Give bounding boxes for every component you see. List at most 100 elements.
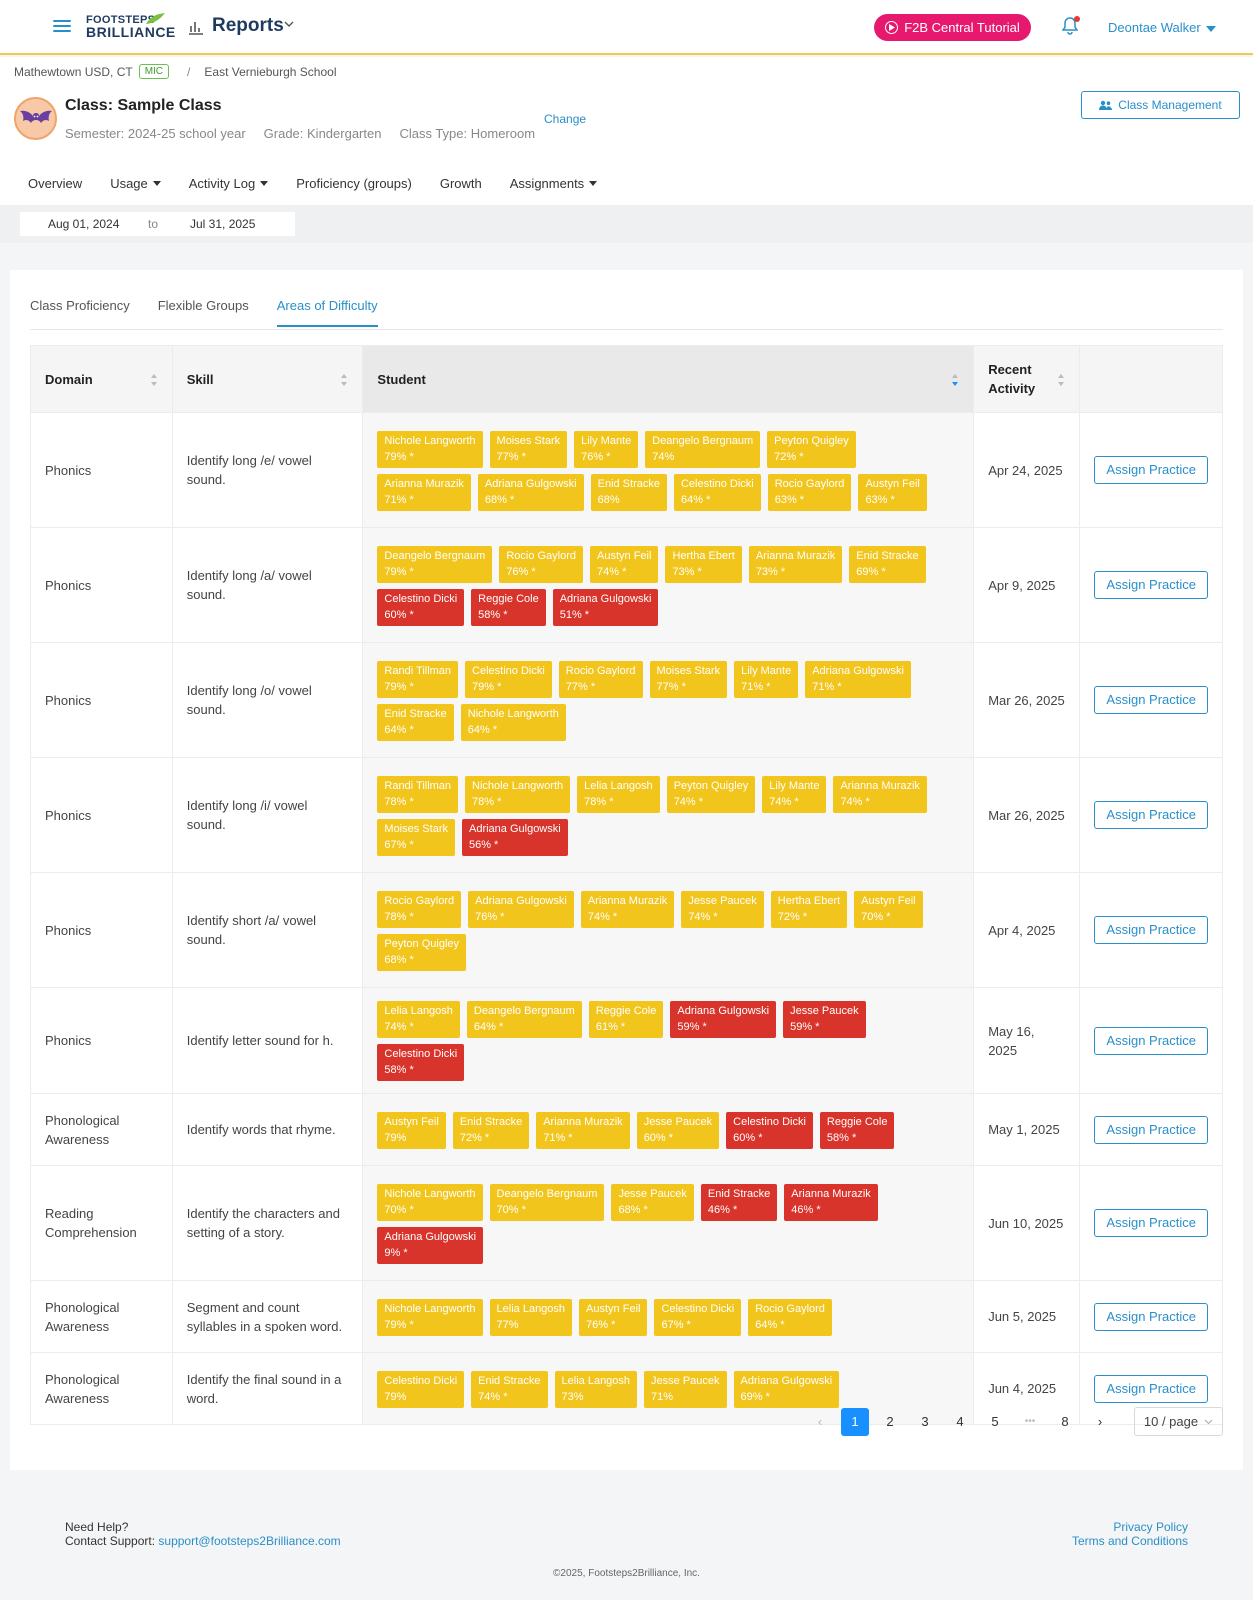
privacy-policy-link[interactable]: Privacy Policy xyxy=(1113,1520,1188,1534)
f2b-tutorial-button[interactable]: F2B Central Tutorial xyxy=(874,14,1031,41)
student-chip[interactable]: Adriana Gulgowski 59% * xyxy=(670,1001,777,1038)
student-chip[interactable]: Lily Mante 74% * xyxy=(762,775,827,813)
student-chip[interactable]: Enid Stracke 74% * xyxy=(471,1370,548,1408)
student-chip[interactable]: Deangelo Bergnaum 64% * xyxy=(466,1001,582,1038)
tab-flexible-groups[interactable]: Flexible Groups xyxy=(157,298,249,313)
ellipsis-icon[interactable]: ••• xyxy=(1024,1416,1036,1427)
terms-link[interactable]: Terms and Conditions xyxy=(1071,1534,1188,1548)
student-chip[interactable]: Celestino Dicki 64% * xyxy=(673,473,761,511)
student-chip[interactable]: Jesse Paucek 68% * xyxy=(611,1183,694,1221)
student-chip[interactable]: Austyn Feil 76% * xyxy=(579,1298,648,1336)
tab-areas-of-difficulty[interactable]: Areas of Difficulty xyxy=(276,298,378,327)
student-chip[interactable]: Peyton Quigley 68% * xyxy=(377,933,467,971)
assign-practice-button[interactable]: Assign Practice xyxy=(1094,1374,1209,1403)
page-4[interactable]: 4 xyxy=(956,1414,964,1429)
tab-assignments[interactable]: Assignments xyxy=(510,176,598,191)
user-menu[interactable]: Deontae Walker xyxy=(1108,20,1216,35)
reports-title[interactable]: Reports xyxy=(212,15,284,36)
page-2[interactable]: 2 xyxy=(886,1414,894,1429)
sort-icon[interactable] xyxy=(150,373,158,387)
student-chip[interactable]: Moises Stark 77% * xyxy=(489,430,568,468)
chevron-down-icon[interactable] xyxy=(284,20,294,28)
student-column-header[interactable]: Student xyxy=(362,345,975,413)
student-chip[interactable]: Peyton Quigley 74% * xyxy=(666,775,756,813)
assign-practice-button[interactable]: Assign Practice xyxy=(1094,456,1209,484)
student-chip[interactable]: Lelia Langosh 78% * xyxy=(577,775,660,813)
student-chip[interactable]: Arianna Murazik 74% * xyxy=(833,775,927,813)
student-chip[interactable]: Nichole Langworth 79% * xyxy=(377,1298,483,1336)
student-chip[interactable]: Enid Stracke 64% * xyxy=(377,703,454,741)
assign-practice-button[interactable]: Assign Practice xyxy=(1094,1302,1209,1331)
student-chip[interactable]: Peyton Quigley 72% * xyxy=(767,430,856,468)
page-size-select[interactable]: 10 / page xyxy=(1134,1407,1223,1436)
page-8[interactable]: 8 xyxy=(1061,1414,1069,1429)
student-chip[interactable]: Lily Mante 76% * xyxy=(574,430,639,468)
page-1[interactable]: 1 xyxy=(841,1407,869,1436)
student-chip[interactable]: Austyn Feil 63% * xyxy=(858,473,927,511)
student-chip[interactable]: Moises Stark 67% * xyxy=(377,818,455,856)
student-chip[interactable]: Rocio Gaylord 76% * xyxy=(499,545,584,583)
breadcrumb-school[interactable]: East Vernieburgh School xyxy=(204,64,337,79)
prev-page-icon[interactable]: ‹ xyxy=(817,1414,823,1429)
student-chip[interactable]: Nichole Langworth 64% * xyxy=(460,703,566,741)
student-chip[interactable]: Celestino Dicki 58% * xyxy=(377,1044,465,1081)
student-chip[interactable]: Nichole Langworth 78% * xyxy=(465,775,571,813)
skill-column-header[interactable]: Skill xyxy=(171,345,364,413)
assign-practice-button[interactable]: Assign Practice xyxy=(1094,801,1209,829)
student-chip[interactable]: Lelia Langosh 77% xyxy=(489,1298,573,1336)
student-chip[interactable]: Rocio Gaylord 78% * xyxy=(377,890,462,928)
support-email-link[interactable]: support@footsteps2Brilliance.com xyxy=(158,1534,341,1548)
student-chip[interactable]: Enid Stracke 69% * xyxy=(849,545,926,583)
assign-practice-button[interactable]: Assign Practice xyxy=(1094,1026,1209,1055)
student-chip[interactable]: Lelia Langosh 73% xyxy=(554,1370,638,1408)
student-chip[interactable]: Randi Tillman 78% * xyxy=(377,775,459,813)
student-chip[interactable]: Reggie Cole 58% * xyxy=(471,588,546,626)
student-chip[interactable]: Adriana Gulgowski 51% * xyxy=(552,588,659,626)
student-chip[interactable]: Arianna Murazik 71% * xyxy=(536,1111,630,1149)
domain-column-header[interactable]: Domain xyxy=(30,345,173,413)
student-chip[interactable]: Deangelo Bergnaum 79% * xyxy=(377,545,493,583)
sort-icon[interactable] xyxy=(951,373,959,387)
student-chip[interactable]: Lelia Langosh 74% * xyxy=(377,1001,460,1038)
footsteps-brilliance-logo[interactable]: FOOTSTEPS BRILLIANCE xyxy=(86,13,176,40)
end-date[interactable]: Jul 31, 2025 xyxy=(190,217,256,231)
student-chip[interactable]: Enid Stracke 68% xyxy=(590,473,667,511)
student-chip[interactable]: Arianna Murazik 71% * xyxy=(377,473,471,511)
student-chip[interactable]: Adriana Gulgowski 68% * xyxy=(477,473,584,511)
student-chip[interactable]: Celestino Dicki 60% * xyxy=(726,1111,813,1149)
student-chip[interactable]: Rocio Gaylord 77% * xyxy=(558,660,643,698)
student-chip[interactable]: Arianna Murazik 74% * xyxy=(580,890,675,928)
student-chip[interactable]: Adriana Gulgowski 9% * xyxy=(377,1226,484,1264)
assign-practice-button[interactable]: Assign Practice xyxy=(1094,571,1209,599)
breadcrumb-district[interactable]: Mathewtown USD, CT xyxy=(14,64,133,79)
tab-usage[interactable]: Usage xyxy=(110,176,161,191)
page-5[interactable]: 5 xyxy=(991,1414,999,1429)
student-chip[interactable]: Lily Mante 71% * xyxy=(734,660,799,698)
student-chip[interactable]: Deangelo Bergnaum 70% * xyxy=(489,1183,605,1221)
next-page-icon[interactable]: › xyxy=(1097,1414,1103,1429)
sort-icon[interactable] xyxy=(340,373,348,387)
student-chip[interactable]: Celestino Dicki 79% xyxy=(377,1370,465,1408)
student-chip[interactable]: Austyn Feil 74% * xyxy=(590,545,659,583)
tab-overview[interactable]: Overview xyxy=(28,176,83,191)
student-chip[interactable]: Celestino Dicki 60% * xyxy=(377,588,465,626)
recent-activity-column-header[interactable]: Recent Activity xyxy=(973,345,1081,413)
student-chip[interactable]: Nichole Langworth 79% * xyxy=(377,430,483,468)
student-chip[interactable]: Adriana Gulgowski 56% * xyxy=(461,818,568,856)
student-chip[interactable]: Jesse Paucek 71% xyxy=(644,1370,727,1408)
student-chip[interactable]: Nichole Langworth 70% * xyxy=(377,1183,483,1221)
student-chip[interactable]: Deangelo Bergnaum 74% xyxy=(645,430,761,468)
hamburger-menu-icon[interactable] xyxy=(53,17,71,37)
bell-notification-icon[interactable] xyxy=(1061,16,1080,35)
student-chip[interactable]: Jesse Paucek 59% * xyxy=(783,1001,866,1038)
student-chip[interactable]: Randi Tillman 79% * xyxy=(377,660,459,698)
change-class-link[interactable]: Change xyxy=(544,112,587,126)
student-chip[interactable]: Enid Stracke 72% * xyxy=(452,1111,530,1149)
student-chip[interactable]: Austyn Feil 70% * xyxy=(854,890,923,928)
assign-practice-button[interactable]: Assign Practice xyxy=(1094,1115,1209,1144)
tab-proficiency-groups[interactable]: Proficiency (groups) xyxy=(296,176,412,191)
student-chip[interactable]: Rocio Gaylord 64% * xyxy=(748,1298,832,1336)
date-range-picker[interactable]: Aug 01, 2024 to Jul 31, 2025 xyxy=(20,212,295,236)
sort-icon[interactable] xyxy=(1057,373,1065,387)
student-chip[interactable]: Celestino Dicki 67% * xyxy=(654,1298,742,1336)
